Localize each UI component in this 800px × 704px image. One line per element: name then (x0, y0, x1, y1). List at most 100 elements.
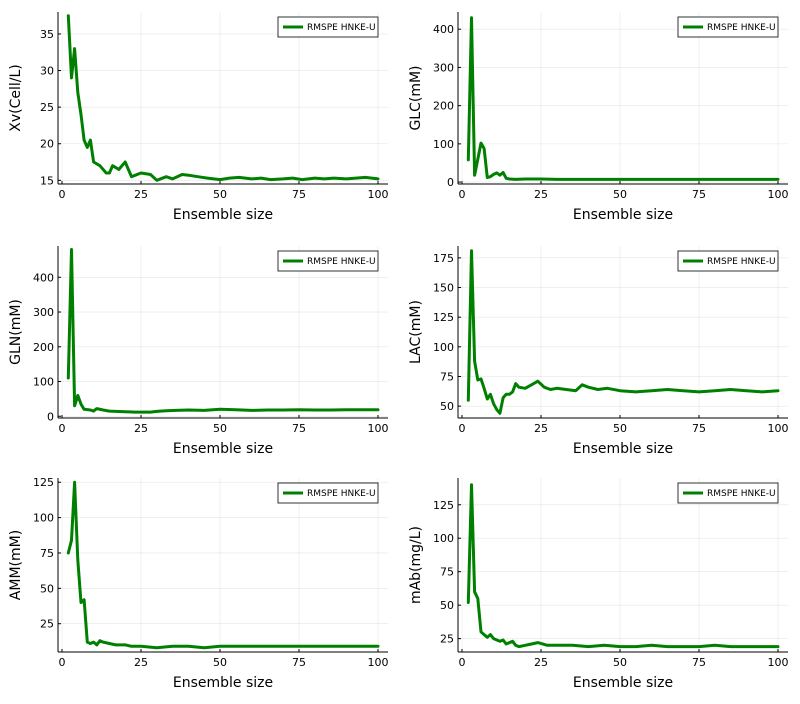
y-tick-label: 30 (40, 65, 54, 78)
legend-box (677, 16, 779, 38)
series-line (66, 14, 380, 182)
y-axis-title: mAb(mg/L) (408, 526, 424, 604)
x-tick-label: 100 (768, 656, 789, 669)
x-tick-label: 0 (459, 188, 466, 201)
y-tick-label: 125 (433, 499, 454, 512)
x-axis-title: Ensemble size (573, 207, 673, 223)
y-tick-label: 125 (33, 476, 54, 489)
x-tick-label: 0 (459, 656, 466, 669)
x-tick-label: 75 (692, 656, 706, 669)
y-tick-label: 100 (33, 512, 54, 525)
x-tick-label: 50 (613, 422, 627, 435)
y-axis-title: LAC(mM) (408, 300, 424, 364)
y-axis-title: Xv(Cell/L) (8, 64, 24, 131)
y-tick-label: 75 (440, 370, 454, 383)
series-line (466, 16, 780, 181)
legend-label: RMSPE HNKE-U (307, 489, 376, 499)
x-tick-label: 100 (368, 422, 389, 435)
x-tick-label: 50 (213, 188, 227, 201)
x-tick-label: 75 (692, 422, 706, 435)
legend: RMSPE HNKE-U (677, 482, 779, 504)
x-tick-label: 50 (213, 422, 227, 435)
legend-label: RMSPE HNKE-U (307, 23, 376, 33)
y-tick-label: 300 (33, 306, 54, 319)
y-axis-title: AMM(mM) (8, 530, 24, 600)
subplot-2: 0 25 50 75 100 0 100 200 300 400 Ensemble size GLC(… (408, 12, 789, 223)
x-tick-label: 75 (692, 188, 706, 201)
y-tick-label: 100 (433, 532, 454, 545)
legend: RMSPE HNKE-U (677, 16, 779, 38)
y-tick-label: 15 (40, 174, 54, 187)
x-tick-label: 25 (534, 422, 548, 435)
x-tick-label: 75 (292, 422, 306, 435)
series-line (466, 249, 780, 415)
y-tick-label: 175 (433, 252, 454, 265)
series-line (66, 248, 380, 414)
y-tick-label: 50 (440, 599, 454, 612)
x-tick-label: 25 (534, 188, 548, 201)
legend: RMSPE HNKE-U (277, 16, 379, 38)
y-tick-label: 25 (440, 633, 454, 646)
legend-label: RMSPE HNKE-U (707, 23, 776, 33)
y-tick-label: 25 (40, 618, 54, 631)
legend-box (277, 250, 379, 272)
x-axis-title: Ensemble size (573, 675, 673, 691)
y-tick-label: 200 (33, 341, 54, 354)
legend-box (677, 250, 779, 272)
x-axis-title: Ensemble size (173, 441, 273, 457)
x-tick-label: 50 (213, 656, 227, 669)
x-axis-title: Ensemble size (173, 675, 273, 691)
y-tick-label: 400 (33, 271, 54, 284)
subplot-1: 0 25 50 75 100 15 20 25 30 35 Ensemble size Xv(Cell… (8, 12, 389, 223)
legend: RMSPE HNKE-U (277, 250, 379, 272)
x-tick-label: 25 (134, 188, 148, 201)
x-tick-label: 25 (134, 422, 148, 435)
x-tick-label: 0 (59, 656, 66, 669)
legend-label: RMSPE HNKE-U (707, 489, 776, 499)
subplot-5: 0 25 50 75 100 25 50 75 100 125 Ensemble size AMM(m… (8, 476, 389, 691)
legend-label: RMSPE HNKE-U (307, 257, 376, 267)
y-tick-label: 20 (40, 138, 54, 151)
y-tick-label: 300 (433, 61, 454, 74)
x-tick-label: 100 (768, 188, 789, 201)
x-tick-label: 0 (459, 422, 466, 435)
x-tick-label: 100 (368, 188, 389, 201)
legend-box (277, 482, 379, 504)
y-tick-label: 150 (433, 282, 454, 295)
y-tick-label: 400 (433, 23, 454, 36)
x-tick-label: 100 (768, 422, 789, 435)
x-tick-label: 0 (59, 422, 66, 435)
legend: RMSPE HNKE-U (277, 482, 379, 504)
y-tick-label: 100 (433, 341, 454, 354)
y-tick-label: 125 (433, 311, 454, 324)
legend-box (277, 16, 379, 38)
x-tick-label: 25 (134, 656, 148, 669)
y-tick-label: 100 (433, 138, 454, 151)
series-line (466, 483, 780, 649)
x-tick-label: 100 (368, 656, 389, 669)
x-axis-title: Ensemble size (573, 441, 673, 457)
x-tick-label: 75 (292, 188, 306, 201)
y-tick-label: 0 (47, 410, 54, 423)
subplot-3: 0 25 50 75 100 0 100 200 300 400 Ensemble size GLN(… (8, 246, 389, 457)
x-tick-label: 75 (292, 656, 306, 669)
x-tick-label: 50 (613, 188, 627, 201)
y-tick-label: 75 (40, 547, 54, 560)
y-tick-label: 25 (40, 101, 54, 114)
y-tick-label: 50 (440, 400, 454, 413)
y-tick-label: 35 (40, 28, 54, 41)
x-tick-label: 50 (613, 656, 627, 669)
legend-label: RMSPE HNKE-U (707, 257, 776, 267)
x-tick-label: 0 (59, 188, 66, 201)
y-tick-label: 100 (33, 376, 54, 389)
legend-box (677, 482, 779, 504)
series-line (66, 480, 380, 650)
x-axis-title: Ensemble size (173, 207, 273, 223)
y-tick-label: 200 (433, 100, 454, 113)
subplot-6: 0 25 50 75 100 25 50 75 100 125 Ensemble size mAb(m… (408, 478, 789, 691)
y-axis-title: GLN(mM) (8, 299, 24, 365)
subplot-4: 0 25 50 75 100 50 75 100 125 150 175 Ensemble size L… (408, 246, 789, 457)
y-tick-label: 75 (440, 566, 454, 579)
